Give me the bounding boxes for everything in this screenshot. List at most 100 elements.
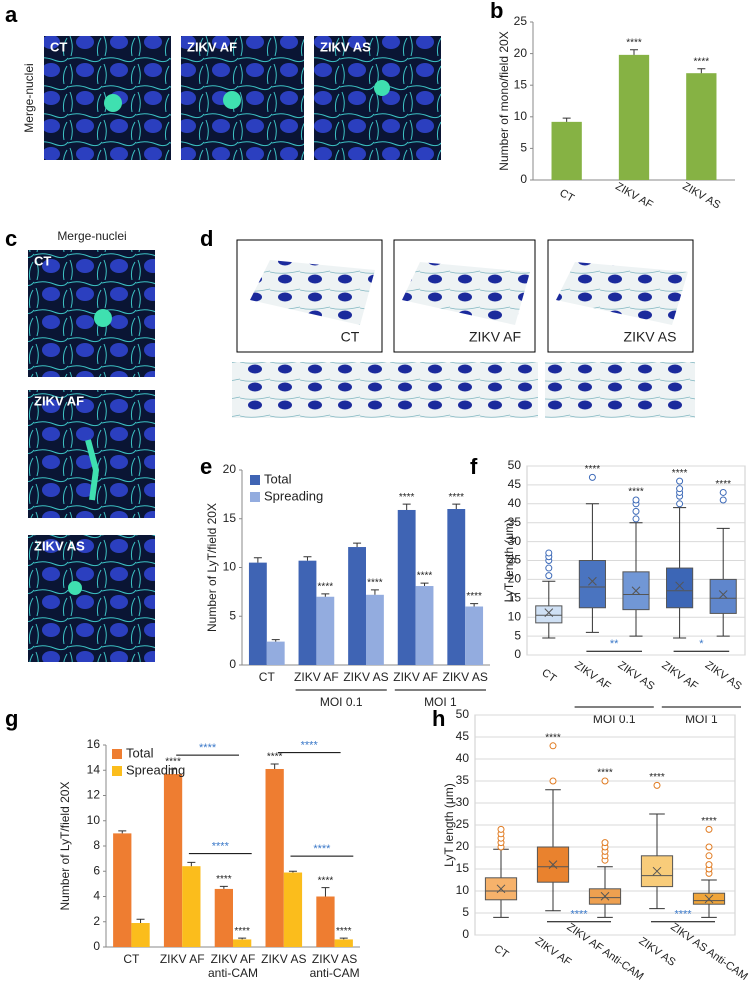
x-tick-label: ZIKV AS <box>443 670 488 684</box>
whisker <box>597 866 613 889</box>
bar <box>248 562 267 665</box>
significance: **** <box>448 492 464 503</box>
x-tick-label: ZIKV AF <box>393 670 438 684</box>
y-tick-label: 4 <box>93 889 100 903</box>
panel-letter: e <box>200 454 212 479</box>
y-tick-label: 20 <box>223 462 237 476</box>
y-tick-label: 15 <box>456 861 470 875</box>
bar <box>233 939 252 947</box>
mean-marker <box>544 608 554 618</box>
outlier <box>588 473 596 481</box>
panel-letter: h <box>432 706 445 731</box>
bar <box>266 641 285 665</box>
y-tick-label: 40 <box>508 496 522 510</box>
y-tick-label: 25 <box>456 817 470 831</box>
render-3d <box>402 262 530 325</box>
outlier <box>601 777 609 785</box>
micrograph <box>181 36 304 160</box>
panel-letter: g <box>5 706 18 731</box>
mean-marker <box>718 590 728 599</box>
bracket-label: **** <box>570 909 588 921</box>
legend-label: Total <box>126 745 154 760</box>
image-label: CT <box>341 329 360 345</box>
significance: **** <box>466 591 482 602</box>
outlier <box>705 852 713 860</box>
outlier <box>705 825 713 833</box>
y-tick-label: 8 <box>93 838 100 852</box>
y-tick-label: 5 <box>462 905 469 919</box>
bracket-label: **** <box>301 739 319 751</box>
y-tick-label: 30 <box>508 534 522 548</box>
image-label: CT <box>34 253 51 268</box>
y-tick-label: 25 <box>514 14 528 28</box>
legend-swatch <box>250 475 260 485</box>
whisker <box>545 882 561 912</box>
significance: **** <box>649 772 665 783</box>
y-tick-label: 20 <box>456 839 470 853</box>
side-label: Merge-nuclei <box>22 63 36 132</box>
x-tick-label: ZIKV AF <box>160 952 205 966</box>
x-tick-label: ZIKV AS <box>637 935 678 969</box>
y-tick-label: 10 <box>508 609 522 623</box>
image-label: ZIKV AS <box>320 39 371 54</box>
x-tick-label: ZIKV AF <box>613 180 655 211</box>
x-tick-label: ZIKV AS Anti-CAM <box>668 921 750 983</box>
y-tick-label: 15 <box>514 77 528 91</box>
x-tick-label: ZIKV AF <box>659 659 700 692</box>
bracket-label: **** <box>212 840 230 852</box>
micrograph <box>28 250 155 377</box>
error-bar <box>339 937 348 940</box>
render-side <box>232 362 392 418</box>
bar <box>182 866 201 947</box>
whisker <box>542 622 556 639</box>
bar <box>131 923 150 947</box>
y-axis-label: Number of LyT/field 20X <box>205 503 219 632</box>
bar <box>618 54 650 180</box>
y-tick-label: 25 <box>508 553 522 567</box>
x-tick-label: ZIKV AF Anti-CAM <box>565 921 646 983</box>
y-tick-label: 50 <box>456 707 470 721</box>
outlier <box>719 496 727 504</box>
error-bar <box>452 503 461 509</box>
bar <box>465 606 484 665</box>
y-tick-label: 14 <box>87 762 101 776</box>
bar <box>334 939 353 947</box>
legend-swatch <box>112 749 122 759</box>
y-axis-label: Number of LyT/field 20X <box>58 782 72 911</box>
x-tick-label: ZIKV AF <box>572 659 613 692</box>
legend-label: Spreading <box>126 762 185 777</box>
image-label: CT <box>50 39 67 54</box>
error-bar <box>270 763 279 769</box>
significance: **** <box>701 816 717 827</box>
image-label: ZIKV AS <box>624 329 677 345</box>
significance: **** <box>715 479 731 490</box>
bracket-label: ** <box>610 638 619 650</box>
error-bar <box>219 885 228 889</box>
y-axis-label: Number of mono/field 20X <box>497 31 511 170</box>
bar <box>316 596 335 665</box>
y-tick-label: 10 <box>514 109 528 123</box>
x-tick-label: ZIKV AS <box>616 659 657 693</box>
error-bar <box>420 582 429 587</box>
outlier <box>497 825 505 833</box>
group-label: MOI 1 <box>685 712 718 726</box>
bar <box>397 509 416 665</box>
x-tick-label: CT <box>539 667 558 685</box>
error-bar <box>118 830 127 834</box>
error-bar <box>187 861 196 867</box>
render-side <box>390 362 538 418</box>
box <box>536 846 570 883</box>
significance: **** <box>336 926 352 937</box>
whisker <box>716 613 730 637</box>
outlier <box>632 507 640 515</box>
error-bar <box>253 557 262 563</box>
error-bar <box>630 49 638 55</box>
y-tick-label: 50 <box>508 458 522 472</box>
legend-swatch <box>250 492 260 502</box>
y-tick-label: 0 <box>462 927 469 941</box>
bar <box>415 586 434 665</box>
mean-marker <box>631 586 641 596</box>
error-bar <box>402 503 411 510</box>
render-side <box>545 362 695 418</box>
